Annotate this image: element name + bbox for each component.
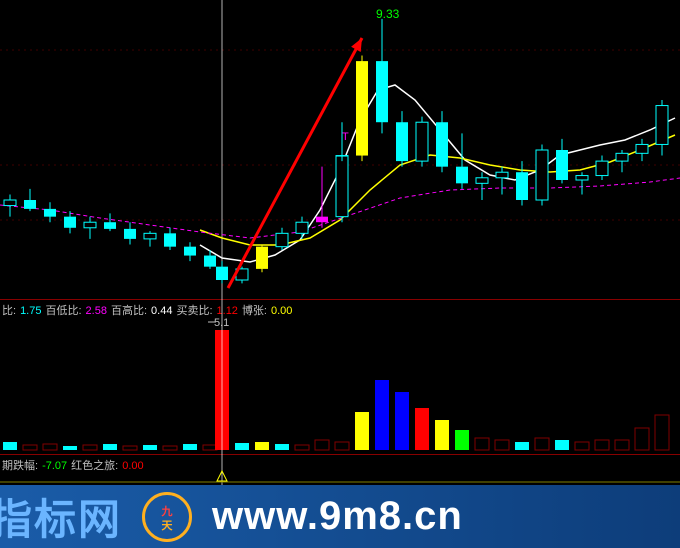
watermark-text: 指标网	[0, 486, 122, 547]
volume-svg: 5.1	[0, 300, 680, 455]
svg-text:九: 九	[161, 504, 173, 518]
main-candlestick-chart[interactable]: 9.33 T	[0, 0, 680, 300]
bottom-indicator-panel[interactable]: 期跌幅:-7.07红色之旅:0.00	[0, 455, 680, 485]
volume-indicator-panel[interactable]: 比:1.75百低比:2.58百高比:0.44买卖比:1.12博张:0.00 5.…	[0, 300, 680, 455]
watermark-logo-icon: 九天	[142, 492, 192, 542]
svg-text:天: 天	[162, 519, 174, 532]
svg-text:5.1: 5.1	[214, 317, 229, 329]
svg-text:9.33: 9.33	[376, 7, 400, 21]
bottom-svg	[0, 455, 680, 485]
main-chart-svg: 9.33 T	[0, 0, 680, 300]
svg-text:T: T	[342, 131, 349, 143]
watermark-banner: 指标网 九天 www.9m8.cn	[0, 485, 680, 548]
watermark-url: www.9m8.cn	[212, 494, 463, 539]
